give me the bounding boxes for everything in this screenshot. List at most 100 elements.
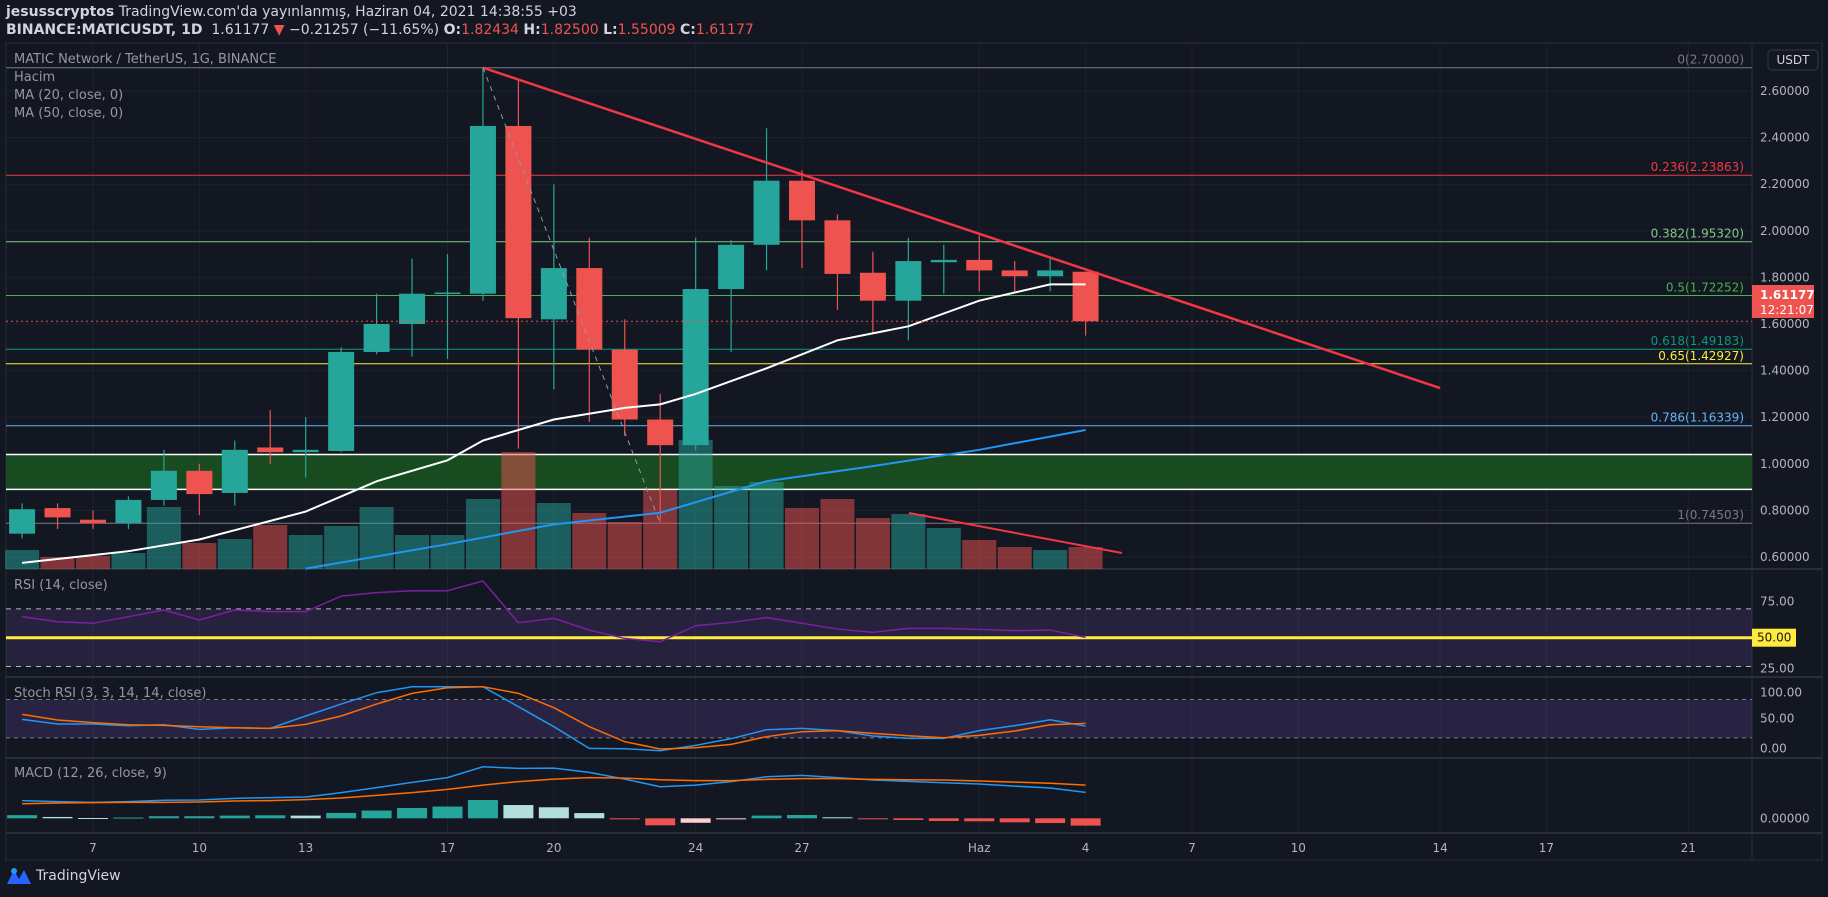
rsi-value-badge: [1752, 628, 1796, 647]
legend-rsi[interactable]: RSI (14, close): [14, 578, 108, 593]
stoch-k-line: [22, 685, 1086, 752]
candle-body[interactable]: [576, 268, 603, 350]
macd-histogram-bar: [78, 818, 108, 820]
volume-bar: [678, 440, 713, 569]
last-price: 1.61177: [211, 22, 270, 38]
fib-level-label: 0.618(1.49183): [1651, 334, 1744, 348]
stoch-d-line: [21, 685, 1086, 750]
candle-body[interactable]: [1037, 270, 1064, 277]
macd-line: [22, 765, 1086, 804]
fib-level-label: 0.382(1.95320): [1651, 227, 1744, 241]
volume-bar: [891, 514, 926, 569]
candle-body[interactable]: [789, 180, 815, 221]
open-label: O:: [443, 22, 462, 38]
volume-trendline[interactable]: [908, 512, 1123, 554]
candle-body[interactable]: [469, 125, 496, 294]
candle-body[interactable]: [895, 261, 922, 301]
price-change: −0.21257 (−11.65%): [288, 22, 440, 38]
price-axis-label: 1.80000: [1760, 270, 1810, 284]
legend-ma50[interactable]: MA (50, close, 0): [14, 106, 124, 121]
volume-bar: [714, 486, 749, 569]
symbol-info: BINANCE:MATICUSDT, 1D 1.61177 ▼ −0.21257…: [6, 22, 754, 38]
rsi-axis-label: 25.00: [1760, 662, 1794, 676]
fib-level-label: 0(2.70000): [1677, 53, 1744, 67]
stoch-band: [6, 699, 1752, 738]
symbol: BINANCE:MATICUSDT, 1D: [6, 22, 203, 38]
candle-body[interactable]: [328, 351, 355, 451]
volume-bar: [749, 482, 784, 569]
volume-bar: [465, 499, 500, 569]
candle-body[interactable]: [44, 508, 71, 518]
time-axis-label: 24: [688, 841, 703, 855]
candle-body[interactable]: [540, 268, 567, 320]
candle-body[interactable]: [115, 499, 142, 524]
time-axis-label: 7: [89, 841, 97, 855]
macd-axis-label: 0.00000: [1760, 811, 1810, 825]
candle-body[interactable]: [1072, 271, 1099, 322]
candle-body[interactable]: [718, 244, 745, 290]
macd-histogram-bar: [361, 810, 392, 819]
author-name[interactable]: jesusscryptos: [6, 4, 115, 20]
candle-body[interactable]: [824, 220, 851, 274]
macd-histogram-bar: [787, 815, 817, 819]
macd-signal-line: [22, 776, 1086, 805]
price-axis-label: 1.60000: [1760, 317, 1810, 331]
candle-body[interactable]: [150, 470, 177, 500]
legend-title[interactable]: MATIC Network / TetherUS, 1G, BINANCE: [14, 52, 277, 67]
macd-histogram-bar: [42, 816, 73, 819]
candle-body[interactable]: [1001, 270, 1028, 277]
candle-body[interactable]: [930, 259, 957, 263]
currency-label: USDT: [1777, 53, 1811, 67]
volume-bar: [253, 525, 288, 569]
rsi-line: [21, 580, 1086, 643]
candle-body[interactable]: [753, 180, 780, 245]
candle-body[interactable]: [434, 292, 461, 295]
price-axis-label: 2.20000: [1760, 177, 1810, 191]
candle-body[interactable]: [399, 293, 426, 324]
candle-body[interactable]: [221, 449, 248, 493]
tradingview-logo[interactable]: TradingView: [6, 867, 121, 885]
legend-stoch-rsi[interactable]: Stoch RSI (3, 3, 14, 14, close): [14, 686, 207, 701]
macd-histogram-bar: [432, 806, 463, 819]
support-zone[interactable]: [6, 454, 1752, 490]
price-axis-label: 1.20000: [1760, 410, 1810, 424]
macd-histogram-bar: [397, 808, 428, 819]
chart-marks: 0(2.70000) 0.236(2.23863) 0.382(1.95320) 0.…: [5, 53, 1752, 826]
macd-histogram-bar: [1035, 818, 1066, 824]
fib-level-label: 0.5(1.72252): [1666, 280, 1744, 294]
candle-body[interactable]: [292, 449, 319, 453]
legend-macd[interactable]: MACD (12, 26, close, 9): [14, 766, 167, 781]
candle-body[interactable]: [80, 519, 106, 524]
macd-histogram-bar: [680, 818, 711, 823]
time-axis-label: 27: [794, 841, 809, 855]
macd-histogram-bar: [574, 813, 605, 819]
candle-body[interactable]: [257, 447, 284, 453]
close-label: C:: [680, 22, 696, 38]
fib-level-label: 0.65(1.42927): [1658, 349, 1744, 363]
legend-ma20[interactable]: MA (20, close, 0): [14, 88, 124, 103]
time-axis-label: 7: [1188, 841, 1196, 855]
candle-body[interactable]: [186, 470, 213, 495]
macd-histogram-bar: [645, 818, 676, 826]
currency-button[interactable]: [1767, 49, 1819, 71]
macd-histogram-bar: [219, 815, 250, 819]
low-label: L:: [603, 22, 618, 38]
legend-volume[interactable]: Hacim: [14, 70, 56, 85]
candle-body[interactable]: [966, 259, 993, 271]
macd-histogram-bar: [148, 816, 179, 819]
candle-body[interactable]: [682, 289, 709, 446]
candle-body[interactable]: [9, 509, 36, 534]
macd-histogram-bar: [255, 815, 286, 819]
candle-body[interactable]: [859, 272, 886, 301]
volume-bar: [288, 535, 323, 569]
candle-body[interactable]: [505, 125, 532, 319]
volume-bar: [182, 543, 217, 569]
time-axis-label: 10: [1291, 841, 1306, 855]
high-label: H:: [523, 22, 541, 38]
candle-body[interactable]: [363, 324, 390, 352]
candle-body[interactable]: [647, 419, 674, 446]
stoch-axis-label: 50.00: [1760, 712, 1794, 726]
time-axis-label: Haz: [968, 841, 991, 855]
macd-histogram-bar: [893, 818, 924, 820]
